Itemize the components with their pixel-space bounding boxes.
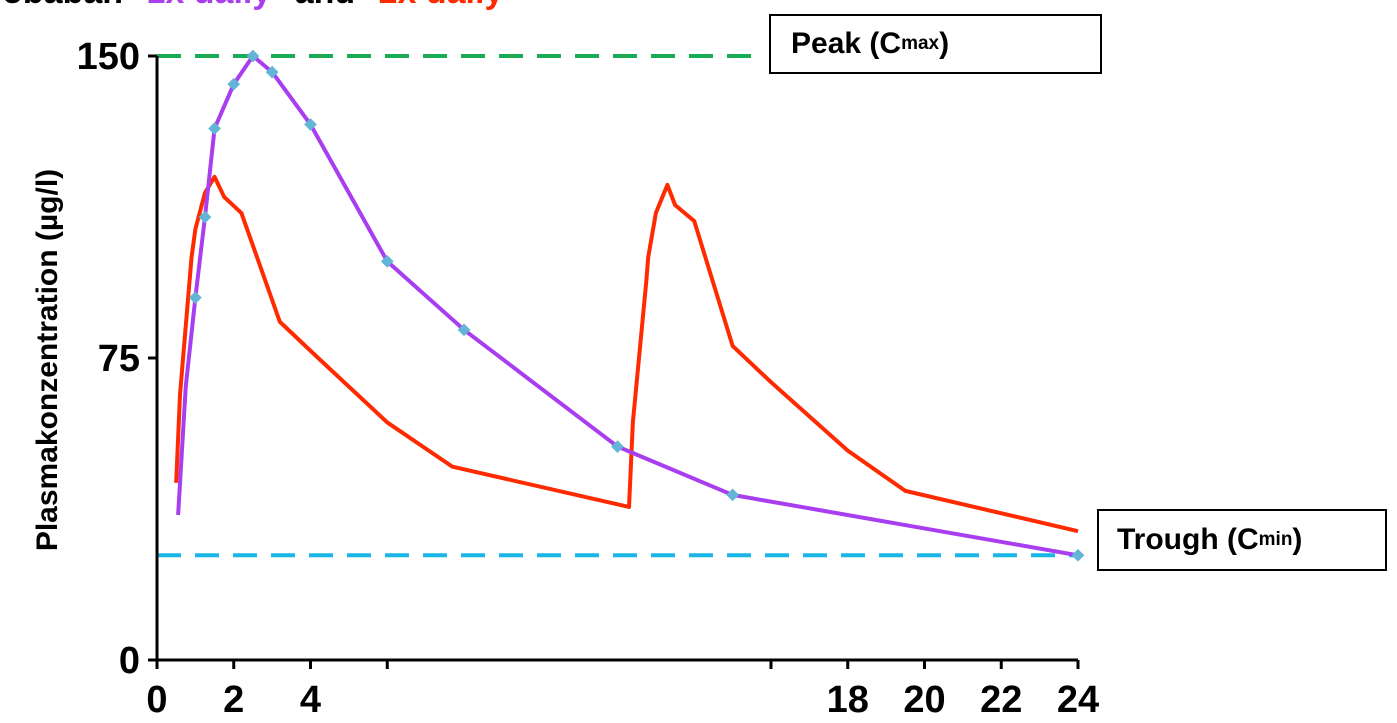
peak-callout-subscript: max bbox=[901, 33, 940, 54]
trough-callout-subscript: min bbox=[1258, 529, 1293, 550]
title-series-twice-daily: 2x daily bbox=[379, 0, 504, 11]
x-tick-label: 24 bbox=[1057, 679, 1099, 721]
reference-lines bbox=[157, 54, 1078, 558]
peak-callout: Peak (C max) bbox=[769, 14, 1102, 74]
data-point-marker bbox=[726, 488, 739, 502]
trough-callout-label: Trough (C bbox=[1117, 523, 1259, 556]
series-line-once-daily bbox=[176, 54, 1079, 558]
peak-callout-label: Peak (C bbox=[791, 27, 902, 60]
trough-callout-close: ) bbox=[1292, 523, 1303, 556]
x-tick-label: 22 bbox=[980, 679, 1022, 721]
data-point-marker bbox=[457, 323, 471, 337]
x-tick-label: 2 bbox=[223, 679, 244, 721]
y-tick-label: 150 bbox=[77, 36, 140, 78]
axes bbox=[155, 56, 1078, 662]
trough-callout: Trough (C min) bbox=[1097, 509, 1387, 571]
title-connector: and bbox=[295, 0, 355, 11]
x-tick-label: 20 bbox=[903, 679, 945, 721]
y-tick-label: 0 bbox=[119, 640, 140, 682]
data-point-marker bbox=[1071, 548, 1085, 562]
data-point-marker bbox=[380, 254, 394, 268]
marker-layer bbox=[189, 49, 1085, 562]
series-layer bbox=[174, 54, 1079, 558]
x-tick-label: 0 bbox=[146, 679, 167, 721]
data-point-marker bbox=[246, 49, 260, 63]
svg-text:arobaban 1x daily: arobaban 1x daily and 2x daily bbox=[0, 0, 503, 11]
title-series-once-daily: 1x daily bbox=[147, 0, 272, 11]
data-point-marker bbox=[189, 291, 202, 304]
series-line-twice-daily bbox=[174, 174, 1079, 534]
data-point-marker bbox=[265, 65, 279, 79]
y-axis-title: Plasmakonzentration (µg/l) bbox=[31, 169, 64, 551]
y-tick-label: 75 bbox=[98, 338, 140, 380]
chart-title: arobaban 1x daily and 2x daily bbox=[0, 0, 503, 11]
x-tick-label: 18 bbox=[827, 679, 869, 721]
peak-callout-close: ) bbox=[939, 27, 950, 60]
x-tick-label: 4 bbox=[300, 679, 321, 721]
title-prefix: arobaban bbox=[0, 0, 123, 11]
data-point-marker bbox=[227, 77, 241, 91]
data-point-marker bbox=[208, 122, 221, 135]
data-point-marker bbox=[198, 210, 212, 224]
data-point-marker bbox=[304, 118, 317, 131]
